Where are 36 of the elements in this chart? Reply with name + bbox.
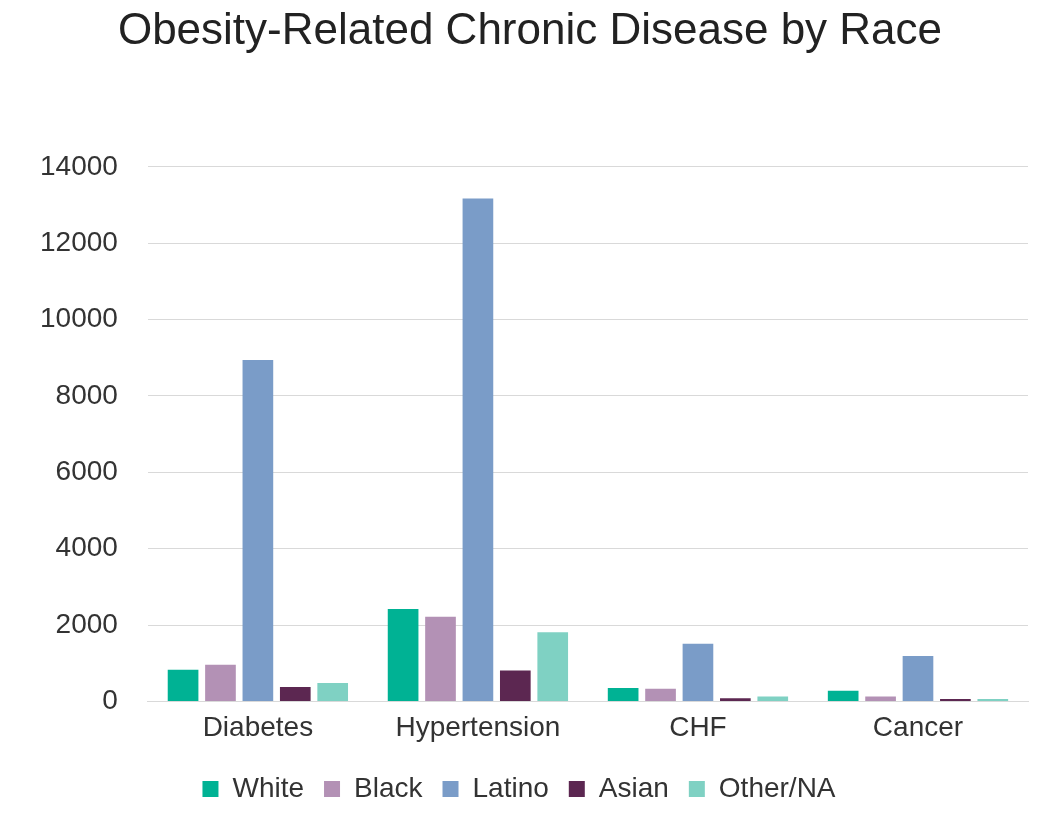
x-tick-label: Diabetes [202, 710, 314, 742]
y-tick-label: 2000 [55, 607, 118, 639]
bar [607, 688, 639, 701]
bar [720, 698, 751, 701]
bar [242, 360, 274, 701]
bar [682, 643, 714, 701]
bar [462, 198, 494, 701]
bar [425, 616, 456, 701]
legend-label: Black [354, 771, 424, 803]
y-tick-label: 10000 [39, 302, 118, 334]
bar [387, 608, 419, 701]
legend-label: Asian [598, 771, 669, 803]
bar [167, 669, 199, 701]
bar [537, 632, 569, 701]
bar [865, 696, 896, 701]
bar [757, 696, 789, 701]
chart-title: Obesity-Related Chronic Disease by Race [116, 4, 944, 54]
bar [827, 690, 859, 701]
bar [279, 686, 311, 701]
bar [645, 688, 676, 701]
legend-label: Latino [472, 771, 549, 803]
bar [317, 683, 349, 701]
y-tick-label: 12000 [39, 225, 118, 257]
legend-label: Other/NA [718, 771, 836, 803]
x-tick-label: Cancer [872, 710, 964, 742]
x-tick-label: CHF [669, 710, 727, 742]
y-tick-label: 8000 [55, 378, 118, 410]
y-tick-label: 6000 [55, 455, 118, 486]
y-tick-label: 4000 [55, 531, 118, 563]
legend-label: White [232, 771, 305, 803]
bar [205, 664, 236, 701]
y-tick-label: 14000 [39, 149, 118, 181]
bar [902, 655, 934, 701]
x-tick-label: Hypertension [395, 710, 561, 742]
y-tick-label: 0 [102, 684, 118, 716]
bar [499, 670, 531, 701]
